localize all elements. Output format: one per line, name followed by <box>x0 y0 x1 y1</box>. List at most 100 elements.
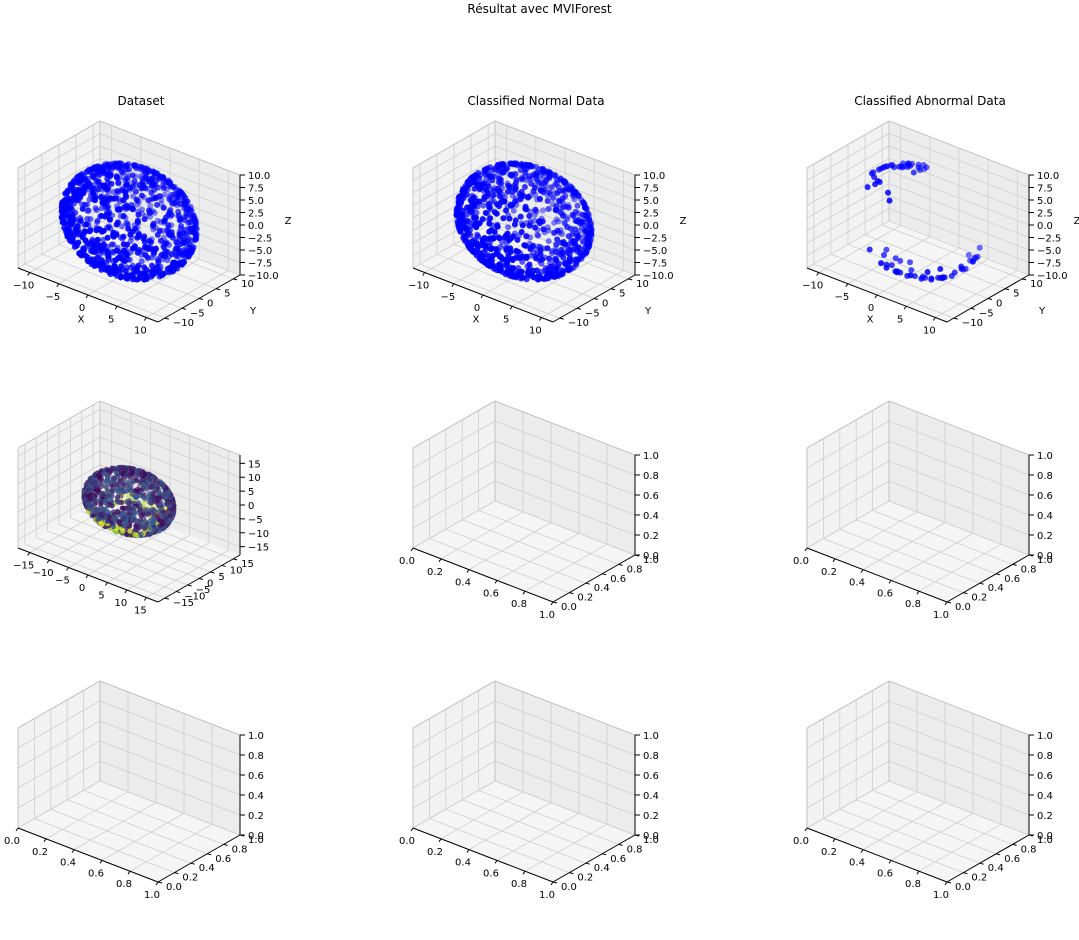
x-tick <box>124 589 128 594</box>
data-point <box>923 164 930 171</box>
data-point <box>156 508 162 515</box>
data-point <box>111 480 117 486</box>
data-point <box>114 206 121 213</box>
data-point <box>536 273 543 280</box>
z-tick-label: 0.6 <box>1037 771 1053 782</box>
x-tick <box>916 870 920 875</box>
data-point <box>124 521 130 527</box>
z-tick-label: 0.0 <box>1037 221 1053 232</box>
grid-line <box>524 543 608 592</box>
z-tick-label: 10.0 <box>248 171 270 182</box>
side-pane <box>413 681 495 828</box>
grid-line <box>17 422 101 471</box>
data-point <box>537 246 544 253</box>
data-point <box>86 257 93 264</box>
grid-line <box>17 436 101 485</box>
data-point <box>102 213 109 220</box>
z-tick-label: 10.0 <box>643 171 665 182</box>
data-point <box>558 239 565 246</box>
x-tick <box>143 597 147 601</box>
data-point <box>120 213 127 219</box>
y-tick-label: −5 <box>196 585 211 596</box>
y-tick-label: 15 <box>241 559 254 570</box>
x-tick <box>522 870 526 875</box>
x-tick-label: 1.0 <box>933 610 949 621</box>
x-tick <box>804 827 808 832</box>
data-point <box>75 239 82 246</box>
y-tick-label: 0.4 <box>988 583 1004 594</box>
x-tick-label: 1.0 <box>539 610 555 621</box>
x-tick-label: 0.0 <box>399 556 415 567</box>
y-tick-label: 0.8 <box>1021 844 1037 855</box>
grid-line <box>839 808 980 864</box>
data-point <box>82 228 89 235</box>
data-point <box>139 206 145 213</box>
y-tick <box>174 872 179 875</box>
grid-line <box>806 700 890 749</box>
subplot-6: 0.00.20.40.60.81.00.00.20.40.60.81.00.00… <box>793 400 1053 621</box>
grid-line <box>494 500 636 556</box>
grid-line <box>99 700 241 756</box>
data-point <box>489 262 496 269</box>
data-point <box>554 236 561 243</box>
data-point <box>130 193 136 200</box>
y-tick <box>190 862 195 865</box>
z-axis-label: Z <box>285 216 292 227</box>
y-tick-label: 1.0 <box>1037 555 1053 566</box>
data-point <box>555 218 562 225</box>
y-tick-label: 0.6 <box>1004 854 1020 865</box>
data-point <box>883 246 890 253</box>
y-tick <box>602 573 607 576</box>
x-tick-label: 0.0 <box>793 556 809 567</box>
grid-line <box>17 720 101 769</box>
data-point <box>173 239 180 245</box>
grid-line <box>462 799 603 855</box>
y-axis-line <box>946 554 1030 603</box>
floor-pane <box>807 781 1029 882</box>
grid-line <box>806 158 890 206</box>
data-point <box>94 236 101 243</box>
data-point <box>108 180 115 187</box>
x-tick-label: −10 <box>33 568 54 579</box>
pane-edge <box>888 680 1030 736</box>
data-point <box>95 186 102 193</box>
grid-line <box>918 543 1002 592</box>
data-point <box>527 246 534 252</box>
grid-line <box>99 408 241 464</box>
y-tick <box>1012 843 1017 846</box>
data-point <box>559 267 566 274</box>
data-point <box>492 164 499 171</box>
grid-line <box>412 208 496 256</box>
x-tick <box>56 283 60 288</box>
data-point <box>562 259 569 266</box>
data-point <box>552 207 559 214</box>
data-point <box>496 188 503 195</box>
data-point <box>135 262 142 269</box>
data-point <box>505 224 512 231</box>
z-tick-label: 0.4 <box>1037 511 1053 522</box>
data-point <box>569 211 576 218</box>
data-point <box>547 263 554 270</box>
data-point <box>500 215 507 222</box>
data-point <box>561 219 568 226</box>
data-point <box>161 191 168 198</box>
data-point <box>564 249 571 256</box>
data-point <box>124 483 130 489</box>
x-tick <box>944 601 948 606</box>
data-point <box>176 230 183 237</box>
grid-line <box>834 511 918 560</box>
y-tick <box>593 298 599 300</box>
data-point <box>134 249 141 256</box>
x-tick-label: 0 <box>868 303 874 314</box>
data-point <box>565 266 572 273</box>
data-point <box>536 220 543 227</box>
data-point <box>129 245 136 252</box>
data-point <box>67 199 74 206</box>
data-point <box>487 215 494 222</box>
grid-line <box>429 538 570 593</box>
x-tick <box>480 294 484 299</box>
data-point <box>471 202 478 209</box>
data-point <box>468 209 475 216</box>
grid-line <box>99 450 241 506</box>
data-point <box>525 194 531 201</box>
